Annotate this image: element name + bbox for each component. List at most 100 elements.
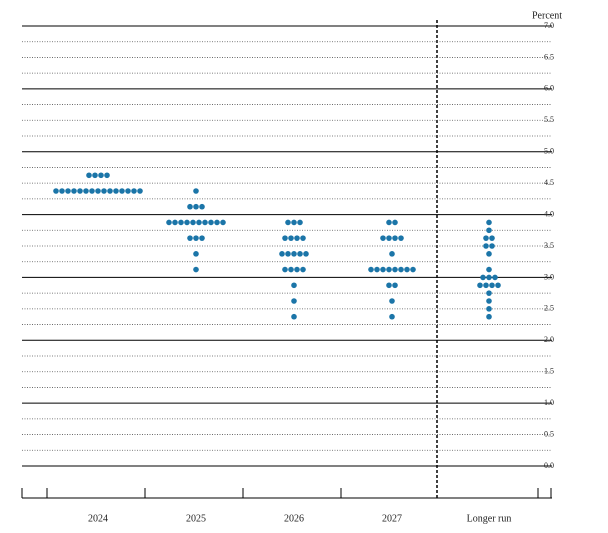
dot xyxy=(291,313,297,320)
dot xyxy=(119,188,125,194)
dot xyxy=(410,266,416,273)
dot xyxy=(386,235,392,241)
dot xyxy=(489,282,495,289)
dot xyxy=(486,266,492,273)
dot xyxy=(486,227,492,234)
dot xyxy=(282,266,288,273)
dot xyxy=(214,219,220,226)
dot xyxy=(389,313,395,320)
y-axis-label: Percent xyxy=(532,10,562,21)
dot xyxy=(199,235,205,241)
dot xyxy=(113,188,119,194)
x-tick-label: 2027 xyxy=(382,513,402,524)
dot xyxy=(486,298,492,304)
dot xyxy=(386,266,392,273)
dot xyxy=(392,282,398,289)
x-tick-label: 2026 xyxy=(284,513,304,524)
dot xyxy=(178,219,184,226)
dot xyxy=(495,282,501,289)
dot xyxy=(285,251,291,257)
dot xyxy=(65,188,71,194)
dot xyxy=(83,188,89,194)
dot xyxy=(220,219,226,226)
dot xyxy=(86,172,92,179)
y-tick-label: 0.5 xyxy=(544,429,554,438)
dot xyxy=(184,219,190,226)
dot xyxy=(92,172,98,179)
dot xyxy=(199,203,205,210)
dot xyxy=(297,251,303,257)
dot xyxy=(389,251,395,257)
dot xyxy=(193,203,199,210)
dot xyxy=(300,235,306,241)
dot xyxy=(279,251,285,257)
y-tick-label: 3.5 xyxy=(544,241,554,250)
dot xyxy=(477,282,483,289)
dot xyxy=(392,266,398,273)
dot xyxy=(404,266,410,273)
y-tick-label: 4.5 xyxy=(544,178,554,187)
dot xyxy=(288,266,294,273)
dot xyxy=(486,313,492,320)
dot xyxy=(380,235,386,241)
dot xyxy=(131,188,137,194)
dot xyxy=(193,251,199,257)
x-axis-ticks xyxy=(21,488,552,498)
y-tick-label: 6.0 xyxy=(544,84,554,93)
dot xyxy=(98,172,104,179)
y-tick-label: 1.5 xyxy=(544,367,554,376)
dot xyxy=(300,266,306,273)
x-tick-label: Longer run xyxy=(467,513,512,524)
dot xyxy=(77,188,83,194)
y-tick-label: 2.5 xyxy=(544,304,554,313)
y-tick-label: 6.5 xyxy=(544,52,554,61)
dot xyxy=(59,188,65,194)
dot xyxy=(291,298,297,304)
dot xyxy=(291,282,297,289)
dot xyxy=(368,266,374,273)
dot xyxy=(193,235,199,241)
y-tick-label: 3.0 xyxy=(544,272,554,281)
dot xyxy=(489,243,495,249)
dot xyxy=(291,219,297,226)
dot xyxy=(288,235,294,241)
dot xyxy=(392,219,398,226)
dot xyxy=(107,188,113,194)
dot xyxy=(392,235,398,241)
dot xyxy=(294,235,300,241)
dot xyxy=(291,251,297,257)
dot xyxy=(297,219,303,226)
dot xyxy=(202,219,208,226)
y-tick-label: 7.0 xyxy=(544,21,554,30)
dot xyxy=(486,306,492,312)
dot xyxy=(104,172,110,179)
dot xyxy=(483,235,489,241)
y-tick-label: 0.0 xyxy=(544,461,554,470)
x-tick-label: 2025 xyxy=(186,513,206,524)
dot xyxy=(282,235,288,241)
dot xyxy=(187,235,193,241)
dot xyxy=(137,188,143,194)
dot xyxy=(374,266,380,273)
dot xyxy=(166,219,172,226)
y-tick-label: 1.0 xyxy=(544,398,554,407)
dot xyxy=(486,219,492,226)
dot xyxy=(53,188,59,194)
dot xyxy=(193,188,199,194)
dot xyxy=(489,235,495,241)
dot xyxy=(172,219,178,226)
dot xyxy=(386,219,392,226)
dot xyxy=(398,235,404,241)
y-tick-label: 4.0 xyxy=(544,209,554,218)
y-tick-label: 5.5 xyxy=(544,115,554,124)
dot xyxy=(89,188,95,194)
dot xyxy=(386,282,392,289)
dot xyxy=(380,266,386,273)
dot xyxy=(95,188,101,194)
dot xyxy=(492,274,498,281)
dot xyxy=(483,243,489,249)
dot xyxy=(303,251,309,257)
dot xyxy=(190,219,196,226)
dot xyxy=(398,266,404,273)
dot xyxy=(71,188,77,194)
